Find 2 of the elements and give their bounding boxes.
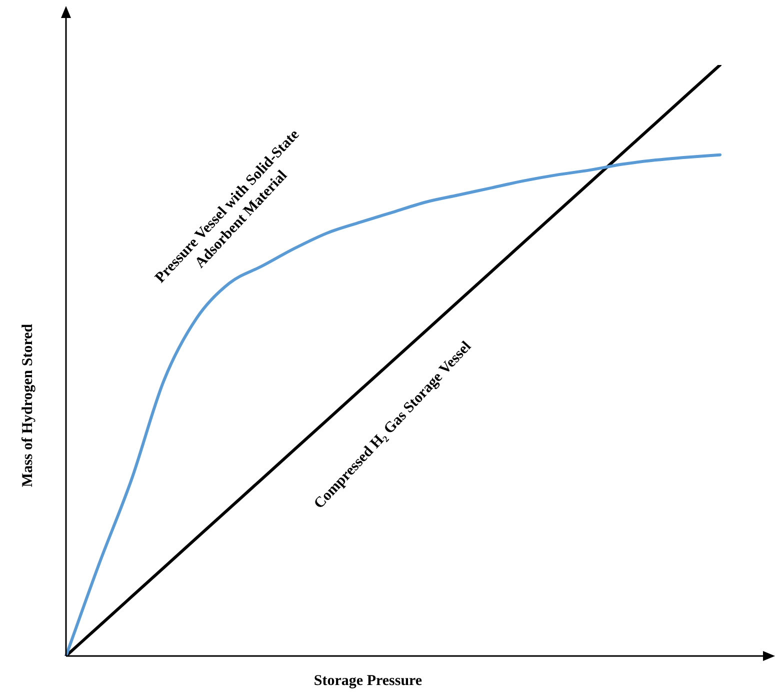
x-axis-title: Storage Pressure [314,672,422,689]
y-axis-title: Mass of Hydrogen Stored [20,323,36,488]
